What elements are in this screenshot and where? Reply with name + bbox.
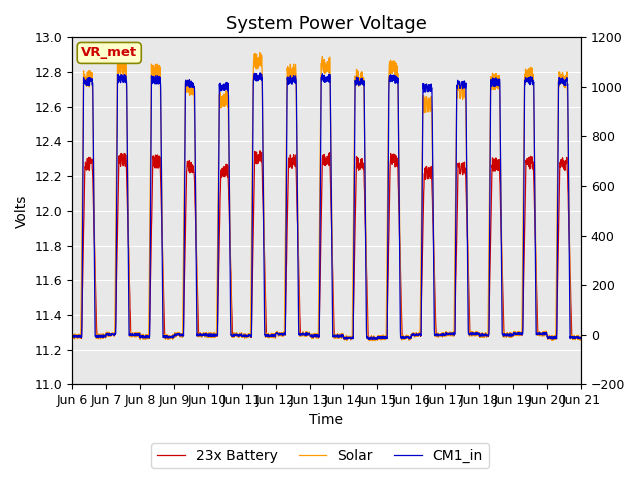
Line: Solar: Solar — [72, 53, 581, 341]
23x Battery — [474, 330, 482, 336]
Y-axis label: Volts: Volts — [15, 194, 29, 228]
Solar — [547, 334, 554, 339]
Line: 23x Battery: 23x Battery — [72, 151, 581, 340]
Title: System Power Voltage: System Power Voltage — [226, 15, 427, 33]
CM1_in — [577, 335, 585, 341]
Solar — [365, 338, 373, 344]
23x Battery — [365, 337, 373, 343]
CM1_in — [365, 336, 373, 342]
Solar — [68, 331, 76, 337]
Solar — [577, 335, 585, 341]
CM1_in — [547, 334, 554, 340]
Text: VR_met: VR_met — [81, 47, 138, 60]
Solar — [352, 78, 360, 84]
CM1_in — [352, 80, 360, 86]
23x Battery — [352, 176, 360, 181]
23x Battery — [256, 148, 264, 154]
CM1_in — [68, 333, 76, 338]
Solar — [210, 330, 218, 336]
Solar — [341, 335, 349, 340]
CM1_in — [341, 335, 349, 341]
CM1_in — [256, 70, 264, 76]
Legend: 23x Battery, Solar, CM1_in: 23x Battery, Solar, CM1_in — [152, 443, 488, 468]
CM1_in — [210, 331, 218, 337]
23x Battery — [341, 335, 349, 340]
CM1_in — [474, 330, 482, 336]
Line: CM1_in: CM1_in — [72, 73, 581, 339]
Solar — [474, 329, 482, 335]
Solar — [256, 50, 264, 56]
23x Battery — [68, 332, 76, 337]
23x Battery — [577, 335, 585, 341]
X-axis label: Time: Time — [310, 413, 344, 427]
23x Battery — [532, 277, 540, 283]
23x Battery — [547, 334, 554, 340]
CM1_in — [532, 332, 540, 338]
Solar — [532, 301, 540, 307]
23x Battery — [210, 330, 218, 336]
